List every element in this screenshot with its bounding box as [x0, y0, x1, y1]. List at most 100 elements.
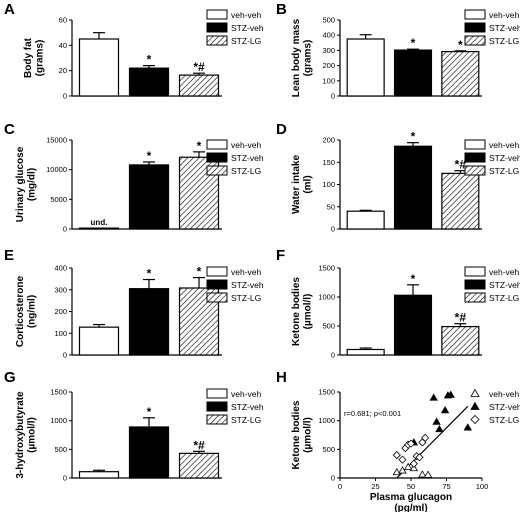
- y-axis-label-unit: (ng/ml): [27, 295, 38, 328]
- legend-label: STZ-veh: [489, 402, 520, 412]
- point-veh-veh: [403, 462, 413, 471]
- y-axis-label-line: 3-hydroxybutyrate: [15, 391, 26, 479]
- bar-veh-veh: [78, 326, 120, 356]
- legend-label: STZ-LG: [231, 415, 261, 425]
- point-veh-veh: [423, 470, 433, 478]
- y-tick-label: 100: [54, 329, 67, 338]
- panel-G: G 0 500 1000 1500 3-hydroxybutyrate(µmol/l) * *…: [4, 369, 264, 483]
- y-tick-label: 0: [63, 225, 67, 234]
- legend-swatch-veh-veh: [206, 266, 228, 277]
- x-axis-label-unit: (pg/ml): [394, 503, 427, 512]
- legend-swatch-STZ-veh: [464, 279, 486, 290]
- bar-veh-veh: [78, 38, 120, 97]
- y-tick-label: 300: [54, 285, 67, 294]
- y-axis-label: Ketone bodies(µmol/l): [291, 400, 314, 469]
- y-tick-label: 0: [331, 351, 335, 360]
- significance-label: *: [147, 53, 152, 67]
- panel-letter: A: [4, 1, 15, 18]
- x-tick-label: 0: [338, 482, 342, 491]
- point-veh-veh: [398, 466, 407, 474]
- y-tick-label: 500: [322, 16, 335, 25]
- point-STZ-LG: [409, 459, 418, 468]
- legend-label: STZ-veh: [231, 23, 264, 33]
- y-tick-label: 40: [59, 41, 67, 50]
- legend-swatch-STZ-LG: [206, 414, 228, 425]
- panel-letter: C: [4, 121, 15, 138]
- panel-C: C 0 5000 10000 15000 Urinary glucose(mg/dl) un…: [4, 121, 264, 234]
- x-axis-label: Plasma glucagon (pg/ml): [370, 492, 452, 512]
- bar-veh-veh: [78, 471, 120, 479]
- legend-label: veh-veh: [231, 267, 262, 277]
- y-tick-label: 0: [63, 351, 67, 360]
- bar-STZ-LG: [441, 325, 480, 356]
- panel-D: D 0 50 100 150 200 Water intake(ml) * *# veh-veh S…: [276, 121, 520, 234]
- significance-label: *: [458, 38, 463, 52]
- y-tick-label: 10000: [46, 165, 67, 174]
- y-axis-label-unit: (ml): [303, 175, 314, 193]
- legend-label: veh-veh: [489, 10, 520, 20]
- legend-label: STZ-LG: [231, 166, 261, 176]
- legend-swatch-STZ-LG: [464, 292, 486, 303]
- y-tick-label: 0: [331, 225, 335, 234]
- point-STZ-veh: [432, 417, 441, 425]
- y-tick-label: 0: [63, 92, 67, 101]
- y-tick-label: 1000: [318, 293, 335, 302]
- y-tick-label: 200: [54, 307, 67, 316]
- y-axis-label-unit: (grams): [303, 40, 314, 77]
- significance-label: *: [411, 130, 416, 144]
- significance-label: *#: [455, 311, 467, 325]
- y-tick-label: 60: [59, 16, 67, 25]
- legend-label: STZ-LG: [231, 293, 261, 303]
- legend-marker-STZ-veh: [470, 401, 480, 410]
- legend-label: STZ-LG: [489, 415, 519, 425]
- y-axis-label-unit: (µmol/l): [303, 417, 314, 453]
- panel-B: B 0 100 200 300 400 500 Lean body mass(grams) * *…: [276, 1, 520, 101]
- legend-swatch-veh-veh: [206, 9, 228, 20]
- bar-STZ-veh: [128, 67, 170, 97]
- legend-label: veh-veh: [231, 389, 262, 399]
- bar-STZ-LG: [441, 51, 480, 97]
- legend-label: STZ-LG: [489, 36, 519, 46]
- legend-swatch-veh-veh: [464, 139, 486, 150]
- y-tick-label: 1500: [50, 388, 67, 397]
- legend-label: veh-veh: [489, 140, 520, 150]
- y-tick-label: 500: [322, 322, 335, 331]
- legend-swatch-STZ-LG: [206, 35, 228, 46]
- point-STZ-LG: [392, 451, 401, 460]
- y-tick-label: 200: [322, 61, 335, 70]
- significance-label: *: [147, 149, 152, 163]
- y-axis-label-unit: (grams): [35, 40, 46, 77]
- y-axis-label: Ketone bodies(µmol/l): [291, 277, 314, 346]
- x-tick-label: 50: [407, 482, 415, 491]
- y-axis-label: Body fat(grams): [23, 37, 46, 78]
- legend-label: STZ-veh: [231, 402, 264, 412]
- legend-swatch-veh-veh: [206, 388, 228, 399]
- legend-label: veh-veh: [489, 389, 520, 399]
- y-axis-label-unit: (µmol/l): [27, 417, 38, 453]
- significance-label: *#: [193, 60, 205, 74]
- bar-veh-veh: [346, 348, 385, 356]
- point-veh-veh: [418, 470, 427, 478]
- x-tick-label: 75: [442, 482, 450, 491]
- y-tick-label: 300: [322, 46, 335, 55]
- legend-swatch-STZ-LG: [464, 35, 486, 46]
- bar-STZ-veh: [128, 426, 170, 479]
- y-tick-label: 150: [322, 158, 335, 167]
- y-tick-label: 1000: [318, 416, 335, 425]
- legend-swatch-STZ-veh: [206, 152, 228, 163]
- y-axis-label-line: Water intake: [291, 155, 302, 215]
- y-axis-label-unit: (µmol/l): [303, 294, 314, 330]
- panel-A: A 0 20 40 60 Body fat(grams) * *# veh-veh STZ-veh…: [4, 1, 264, 101]
- point-STZ-veh: [463, 423, 472, 431]
- bar-veh-veh: [346, 38, 385, 97]
- legend-label: STZ-LG: [489, 293, 519, 303]
- bar-STZ-veh: [393, 294, 433, 356]
- point-STZ-veh: [446, 390, 455, 398]
- x-axis-label-line: Plasma glucagon: [370, 492, 452, 503]
- y-axis-label: Corticosterone(ng/ml): [15, 276, 38, 348]
- point-STZ-veh: [435, 424, 444, 433]
- undetected-label: und.: [91, 218, 108, 227]
- x-tick-label: 25: [371, 482, 379, 491]
- legend-label: STZ-veh: [489, 23, 520, 33]
- legend-swatch-veh-veh: [206, 139, 228, 150]
